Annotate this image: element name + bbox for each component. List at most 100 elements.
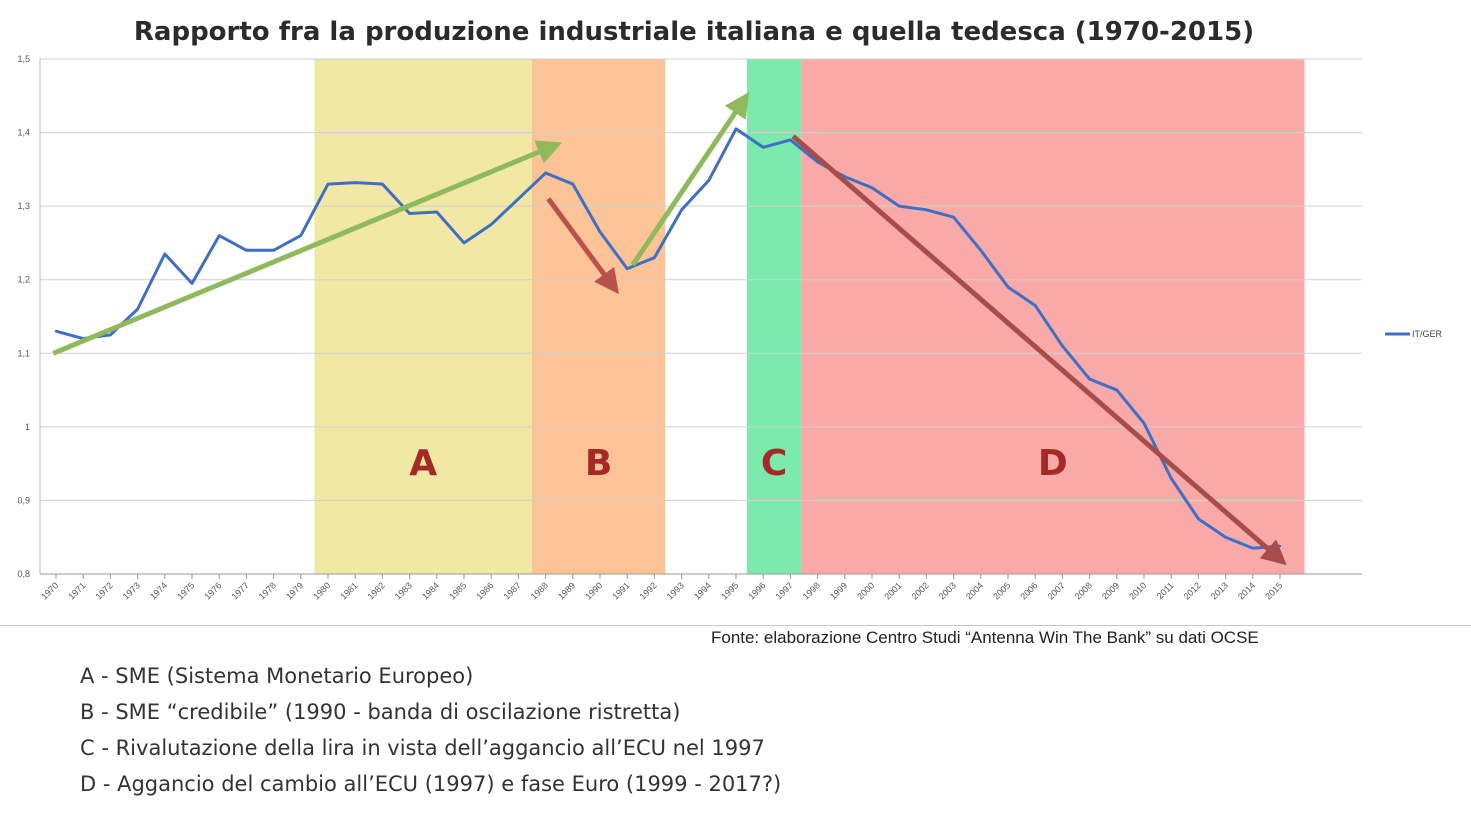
data-point	[218, 234, 221, 237]
x-tick-label: 1984	[420, 580, 441, 601]
x-tick-label: 1993	[665, 580, 686, 601]
x-tick-label: 1987	[502, 580, 523, 601]
x-tick-label: 1995	[719, 580, 740, 601]
x-tick-label: 2004	[964, 580, 985, 601]
trend-arrows	[52, 92, 1287, 566]
data-point	[1197, 517, 1200, 521]
legend: IT/GER	[1385, 329, 1443, 339]
note-c: C - Rivalutazione della lira in vista de…	[80, 736, 765, 760]
x-tick-label: 2014	[1236, 580, 1257, 601]
x-axis-ticks: 1970 1971 1972 1973 1974 1975 1976 1977 1978 1979…	[39, 574, 1284, 602]
period-bands	[314, 59, 1305, 574]
data-point	[1170, 477, 1173, 480]
x-tick-label: 2010	[1127, 580, 1148, 601]
data-point	[517, 197, 520, 200]
data-point	[707, 179, 710, 182]
x-tick-label: 2005	[991, 580, 1012, 601]
x-tick-label: 1974	[148, 580, 169, 601]
data-point	[1034, 304, 1037, 307]
x-tick-label: 2013	[1209, 580, 1230, 601]
period-notes: A - SME (Sistema Monetario Europeo) B - …	[80, 662, 781, 806]
data-point	[326, 182, 330, 186]
band-a	[314, 59, 532, 574]
x-tick-label: 1985	[447, 580, 468, 601]
x-tick-label: 1972	[94, 580, 115, 601]
data-point	[816, 160, 819, 164]
data-point	[925, 208, 928, 212]
data-point	[680, 208, 683, 212]
data-point	[1224, 536, 1227, 539]
x-tick-label: 2002	[910, 580, 931, 601]
data-point	[435, 210, 438, 214]
data-point	[898, 204, 901, 208]
series-layer	[54, 127, 1282, 550]
x-tick-label: 2003	[937, 580, 958, 601]
gridlines	[39, 58, 1362, 575]
band-label-c: C	[761, 443, 787, 484]
x-tick-label: 1973	[121, 580, 142, 601]
trend-arrow	[52, 140, 563, 356]
x-tick-label: 2011	[1155, 580, 1176, 601]
x-tick-label: 1997	[774, 580, 795, 601]
x-tick-label: 2008	[1073, 580, 1094, 601]
x-tick-label: 1975	[175, 580, 196, 601]
y-tick-label: 1	[25, 422, 30, 432]
x-tick-label: 2009	[1100, 580, 1121, 601]
x-tick-label: 2012	[1182, 580, 1203, 601]
band-label-b: B	[585, 443, 612, 484]
data-point	[544, 171, 547, 175]
data-point	[1142, 421, 1146, 425]
y-tick-label: 1,3	[17, 201, 30, 211]
x-tick-label: 1986	[474, 580, 495, 601]
data-point	[653, 256, 656, 259]
x-tick-label: 1992	[638, 580, 659, 601]
data-point	[136, 307, 139, 311]
x-tick-label: 1996	[746, 580, 767, 601]
data-point	[245, 249, 248, 252]
x-tick-label: 1979	[284, 580, 305, 601]
x-tick-label: 2015	[1263, 580, 1284, 601]
data-point	[272, 249, 275, 252]
data-point	[870, 186, 874, 189]
band-label-d: D	[1038, 443, 1068, 484]
data-point	[1251, 547, 1255, 550]
band-label-a: A	[409, 443, 437, 484]
series-line-it-ger	[55, 127, 1281, 550]
y-axis-ticks: 0,8 0,9 1 1,1 1,2 1,3 1,4 1,5	[17, 54, 30, 579]
source-note: Fonte: elaborazione Centro Studi “Antenn…	[711, 628, 1259, 647]
x-tick-label: 1978	[257, 580, 278, 601]
x-tick-label: 2001	[882, 580, 903, 601]
x-tick-label: 1971	[66, 580, 87, 601]
data-point	[1006, 285, 1010, 289]
data-point	[571, 182, 574, 186]
data-point	[1088, 377, 1091, 381]
y-tick-label: 0,8	[17, 569, 30, 579]
data-point	[490, 223, 493, 226]
data-point	[762, 146, 765, 149]
y-tick-label: 1,4	[17, 128, 30, 138]
band-d	[801, 59, 1305, 574]
data-point	[190, 282, 194, 285]
data-point	[299, 234, 302, 237]
y-tick-label: 0,9	[17, 495, 30, 505]
x-tick-label: 1970	[39, 580, 60, 601]
trend-arrow	[546, 197, 619, 295]
data-point	[979, 249, 982, 252]
x-tick-label: 1999	[828, 580, 849, 601]
y-tick-label: 1,1	[17, 348, 30, 358]
line-chart: Rapporto fra la produzione industriale i…	[17, 17, 1443, 602]
x-tick-label: 1991	[610, 580, 631, 601]
trend-arrow	[791, 134, 1287, 566]
data-point	[462, 241, 466, 245]
x-tick-label: 1989	[556, 580, 577, 601]
x-tick-label: 1998	[801, 580, 822, 601]
data-point	[163, 252, 166, 256]
data-point	[1278, 544, 1282, 548]
x-tick-label: 1994	[692, 580, 713, 601]
band-labels: A B C D	[409, 443, 1068, 484]
legend-label: IT/GER	[1412, 329, 1443, 339]
x-tick-label: 1980	[311, 580, 332, 601]
data-point	[952, 215, 955, 219]
data-point	[1115, 388, 1119, 392]
note-d: D - Aggancio del cambio all’ECU (1997) e…	[80, 772, 782, 796]
